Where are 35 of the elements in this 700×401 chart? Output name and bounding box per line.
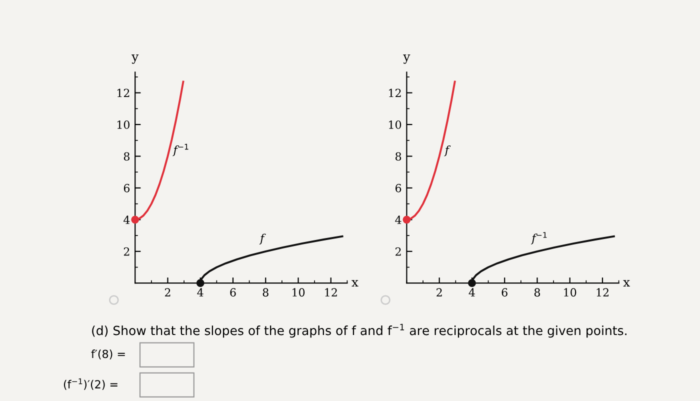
x-tick-label: 8 bbox=[262, 288, 268, 297]
y-axis-title: y bbox=[403, 54, 410, 64]
x-tick-label: 2 bbox=[436, 288, 442, 296]
series-label: f$^{−1}$ bbox=[530, 232, 547, 244]
x-axis-title: x bbox=[352, 280, 358, 287]
x-axis-title: x bbox=[623, 280, 630, 287]
y-tick-label: 2 bbox=[124, 247, 130, 256]
y-tick-label: 12 bbox=[389, 88, 401, 98]
text: (d) Show that the slopes of the graphs of f and f$^{−1}$ are reciprocals at the given points. bbox=[92, 324, 626, 338]
x-tick-label: 10 bbox=[564, 288, 576, 297]
y-tick-label: 6 bbox=[396, 184, 402, 192]
text: (f$^{−1}$)′(2) = bbox=[64, 378, 118, 390]
x-tick-label: 2 bbox=[164, 288, 170, 296]
x-tick-label: 4 bbox=[197, 288, 204, 296]
y-axis-title: y bbox=[132, 54, 139, 64]
y-tick-label: 8 bbox=[396, 152, 402, 161]
y-tick-label: 12 bbox=[117, 88, 130, 98]
y-tick-label: 8 bbox=[124, 152, 130, 161]
x-tick-label: 4 bbox=[468, 288, 475, 296]
series-label: f$^{−1}$ bbox=[172, 144, 188, 156]
x-tick-label: 8 bbox=[534, 288, 540, 297]
y-tick-label: 4 bbox=[395, 216, 402, 224]
series-label: f bbox=[444, 145, 451, 156]
y-tick-label: 10 bbox=[389, 120, 402, 129]
y-tick-label: 6 bbox=[124, 184, 130, 192]
x-tick-label: 12 bbox=[325, 288, 337, 296]
x-tick-label: 6 bbox=[502, 288, 508, 297]
y-tick-label: 4 bbox=[124, 216, 130, 224]
x-tick-label: 6 bbox=[230, 288, 236, 297]
series-label: f bbox=[259, 234, 266, 244]
text: f′(8) = bbox=[91, 350, 125, 360]
x-tick-label: 12 bbox=[596, 288, 608, 296]
x-tick-label: 10 bbox=[292, 288, 305, 297]
y-tick-label: 2 bbox=[396, 247, 401, 256]
y-tick-label: 10 bbox=[117, 120, 130, 129]
